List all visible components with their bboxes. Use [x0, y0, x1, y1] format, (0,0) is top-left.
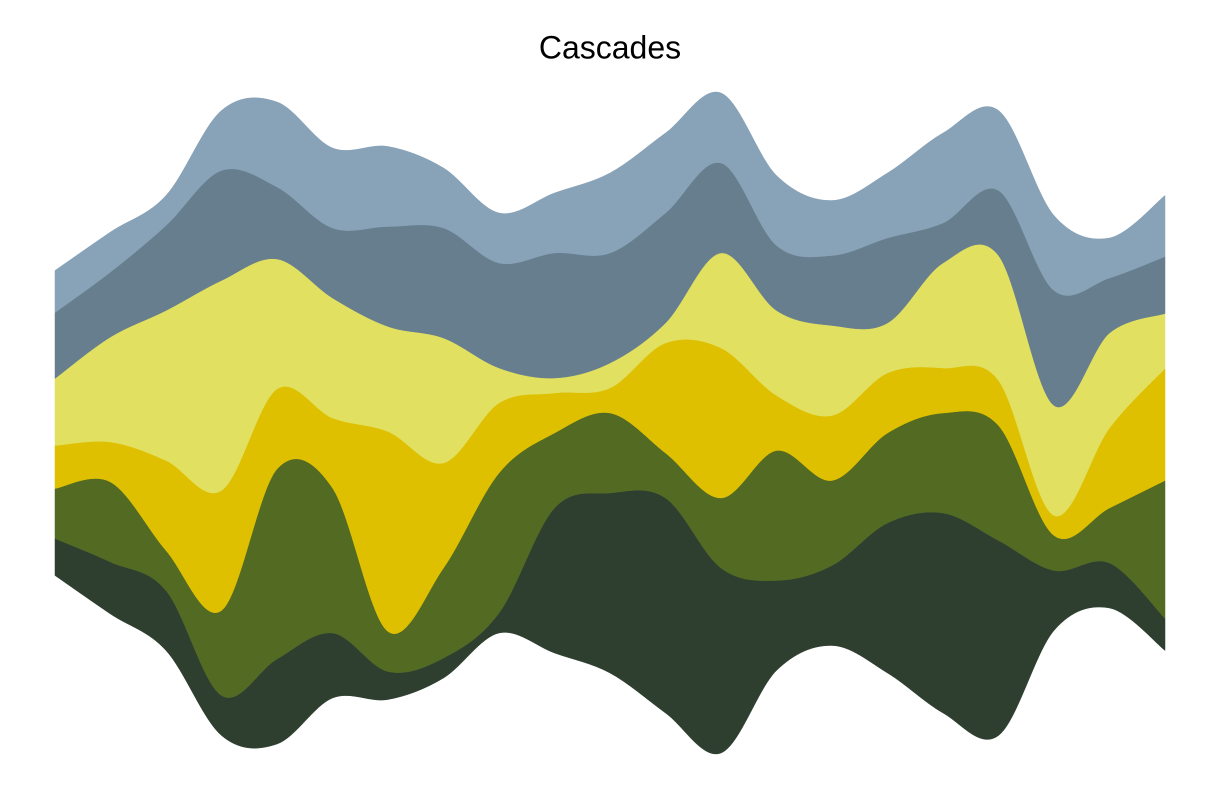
stream-layer: [54, 91, 1166, 313]
chart-title: Cascades: [539, 29, 681, 65]
